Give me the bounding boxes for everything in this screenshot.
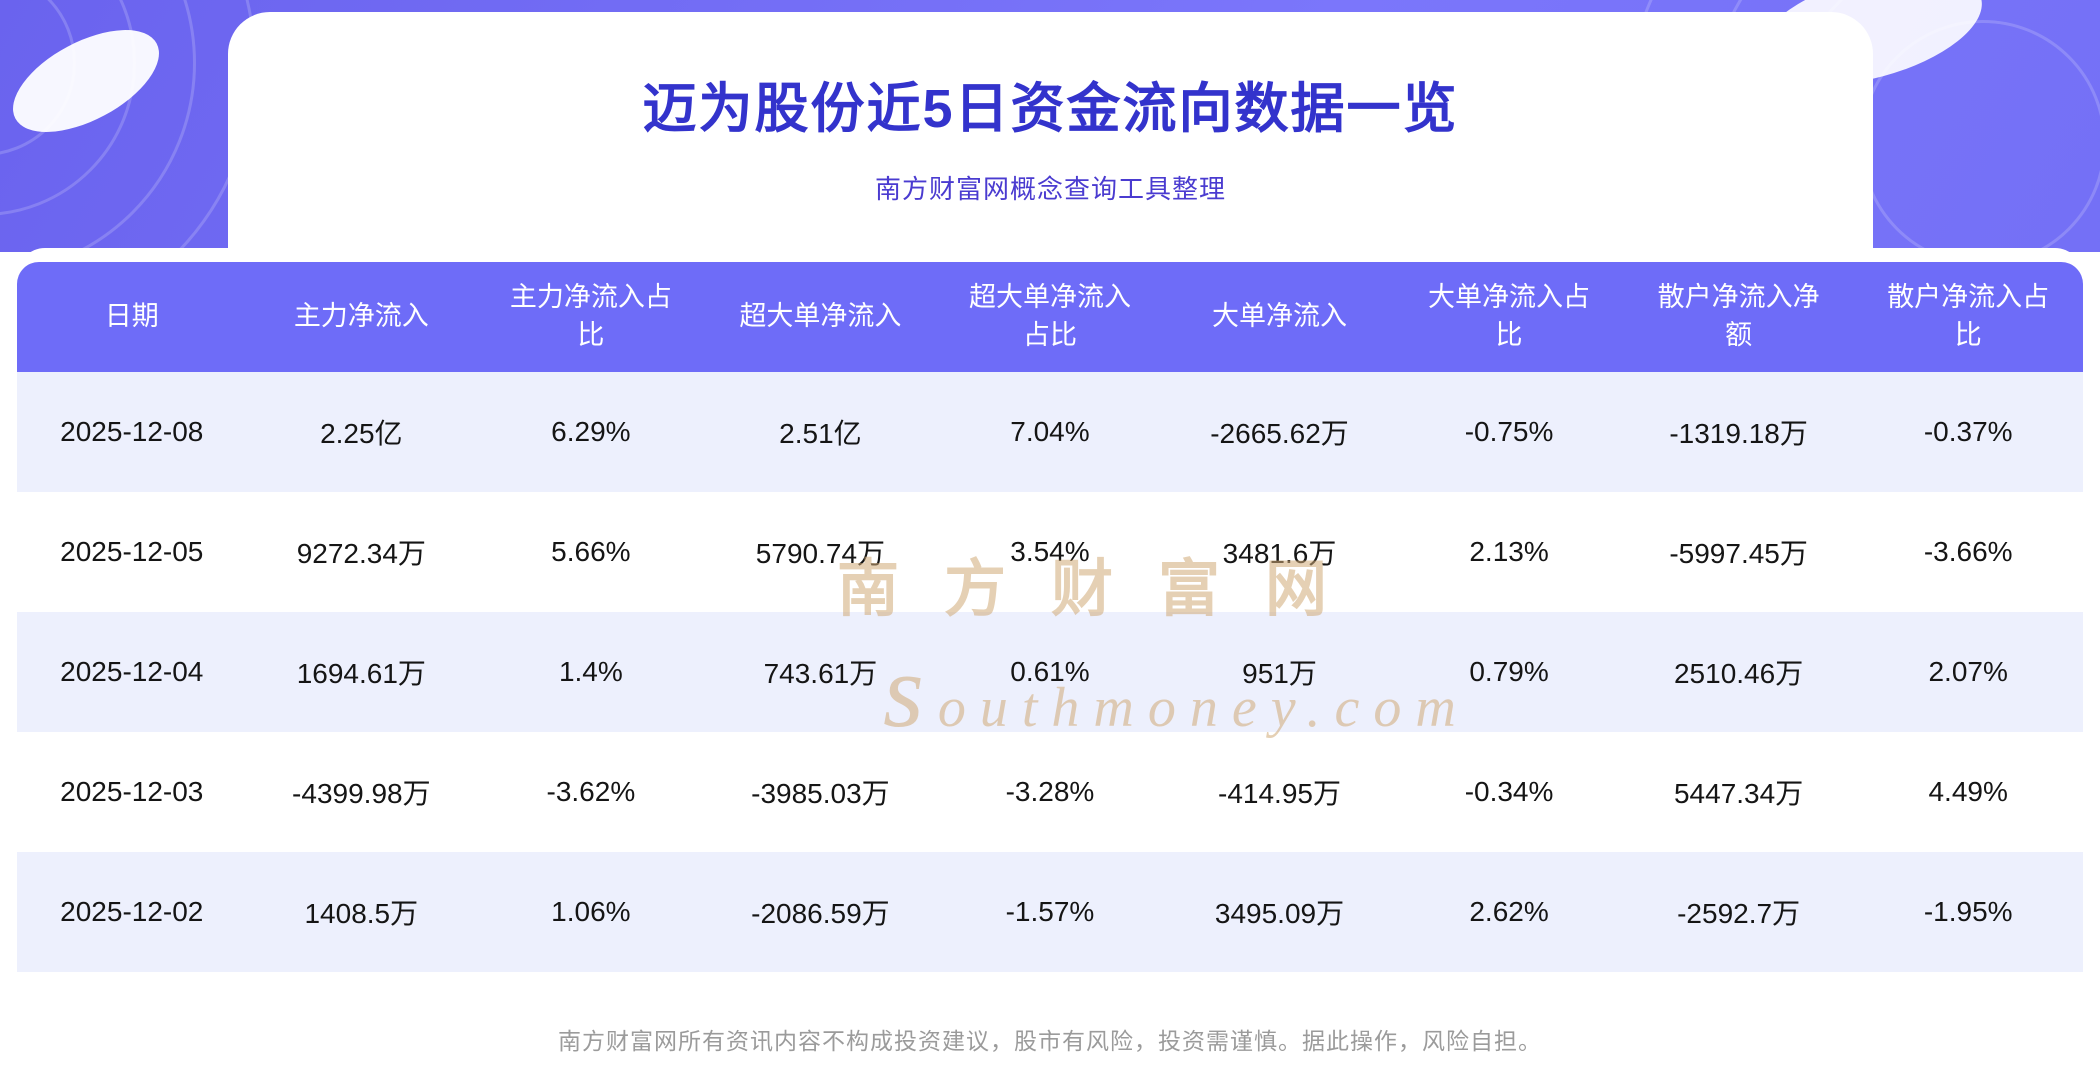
table-cell: 5447.34万: [1623, 732, 1854, 852]
table-cell: 1.4%: [476, 612, 706, 732]
table-cell: -0.37%: [1853, 372, 2083, 492]
table-cell: 743.61万: [705, 612, 936, 732]
table-cell: 2025-12-02: [17, 852, 247, 972]
table-cell: -1.95%: [1853, 852, 2083, 972]
table-cell: -3.62%: [476, 732, 706, 852]
table-header-cell: 散户净流入净额: [1623, 262, 1854, 372]
table-cell: -2592.7万: [1623, 852, 1854, 972]
disclaimer-text: 南方财富网所有资讯内容不构成投资建议，股市有风险，投资需谨慎。据此操作，风险自担…: [558, 1028, 1542, 1054]
table-header-cell: 散户净流入占比: [1853, 262, 2083, 372]
table-cell: 0.79%: [1394, 612, 1624, 732]
table-cell: 3481.6万: [1164, 492, 1395, 612]
title-card: 迈为股份近5日资金流向数据一览 南方财富网概念查询工具整理: [228, 12, 1873, 252]
table-cell: 2510.46万: [1623, 612, 1854, 732]
table-cell: -2086.59万: [705, 852, 936, 972]
table-cell: 2.25亿: [246, 372, 477, 492]
table-cell: 6.29%: [476, 372, 706, 492]
table-cell: 1.06%: [476, 852, 706, 972]
table-cell: -3.66%: [1853, 492, 2083, 612]
table-cell: 5790.74万: [705, 492, 936, 612]
table-cell: -4399.98万: [246, 732, 477, 852]
table-cell: -414.95万: [1164, 732, 1395, 852]
table-cell: -2665.62万: [1164, 372, 1395, 492]
table-cell: 1408.5万: [246, 852, 477, 972]
table-cell: 2025-12-04: [17, 612, 247, 732]
table-cell: 2.13%: [1394, 492, 1624, 612]
table-header-cell: 超大单净流入: [705, 262, 936, 372]
table-cell: 2025-12-03: [17, 732, 247, 852]
table-cell: 2025-12-05: [17, 492, 247, 612]
table-cell: 951万: [1164, 612, 1395, 732]
page-subtitle: 南方财富网概念查询工具整理: [874, 174, 1226, 204]
capital-flow-table: 日期 主力净流入 主力净流入占比 超大单净流入 超大单净流入占比 大单净流入 大单净流入占比…: [17, 262, 2083, 972]
table-header-cell: 日期: [17, 262, 247, 372]
table-cell: -3.28%: [935, 732, 1165, 852]
table-cell: 3.54%: [935, 492, 1165, 612]
table-cell: 5.66%: [476, 492, 706, 612]
table-header-cell: 大单净流入占比: [1394, 262, 1624, 372]
table-cell: 4.49%: [1853, 732, 2083, 852]
table-header-row: 日期 主力净流入 主力净流入占比 超大单净流入 超大单净流入占比 大单净流入 大单净流入占比…: [17, 262, 2083, 372]
page-title: 迈为股份近5日资金流向数据一览: [642, 79, 1459, 139]
table-cell: 3495.09万: [1164, 852, 1395, 972]
table-header-cell: 超大单净流入占比: [935, 262, 1165, 372]
table-cell: 0.61%: [935, 612, 1165, 732]
table-header-cell: 大单净流入: [1164, 262, 1395, 372]
table-container: 日期 主力净流入 主力净流入占比 超大单净流入 超大单净流入占比 大单净流入 大单净流入占比…: [17, 248, 2083, 972]
table-row: 2025-12-08 2.25亿 6.29% 2.51亿 7.04% -2665.62万 -…: [17, 372, 2083, 492]
table-header-cell: 主力净流入占比: [476, 262, 706, 372]
table-cell: 2.07%: [1853, 612, 2083, 732]
table-row: 2025-12-04 1694.61万 1.4% 743.61万 0.61% 951万 0.…: [17, 612, 2083, 732]
table-row: 2025-12-05 9272.34万 5.66% 5790.74万 3.54% 3481…: [17, 492, 2083, 612]
table-cell: -5997.45万: [1623, 492, 1854, 612]
table-row: 2025-12-02 1408.5万 1.06% -2086.59万 -1.57% 349…: [17, 852, 2083, 972]
table-cell: 2.51亿: [705, 372, 936, 492]
table-body: 2025-12-08 2.25亿 6.29% 2.51亿 7.04% -2665.62万 -…: [17, 372, 2083, 972]
table-cell: -1319.18万: [1623, 372, 1854, 492]
table-cell: 2.62%: [1394, 852, 1624, 972]
table-cell: -0.34%: [1394, 732, 1624, 852]
table-cell: 9272.34万: [246, 492, 477, 612]
table-cell: 1694.61万: [246, 612, 477, 732]
table-cell: 7.04%: [935, 372, 1165, 492]
table-header-cell: 主力净流入: [246, 262, 477, 372]
table-row: 2025-12-03 -4399.98万 -3.62% -3985.03万 -3.28%…: [17, 732, 2083, 852]
table-cell: -3985.03万: [705, 732, 936, 852]
table-cell: -0.75%: [1394, 372, 1624, 492]
table-cell: -1.57%: [935, 852, 1165, 972]
table-cell: 2025-12-08: [17, 372, 247, 492]
